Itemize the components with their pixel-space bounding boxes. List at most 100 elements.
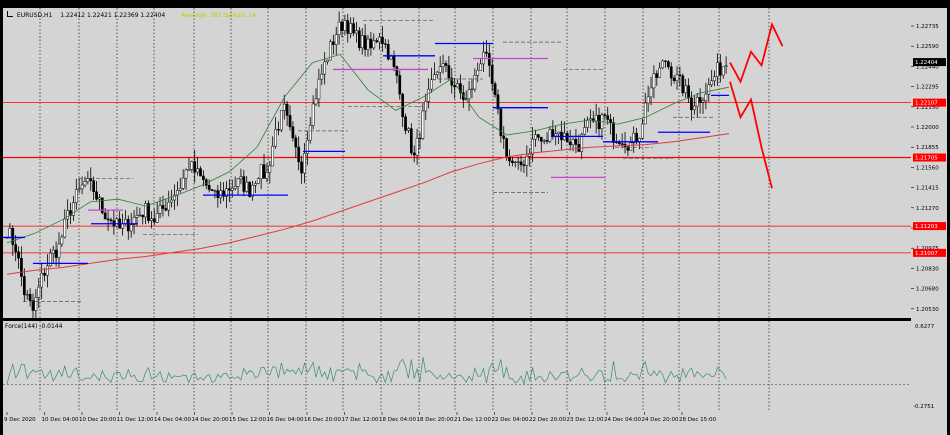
- candle-body: [236, 178, 240, 187]
- candle-body: [574, 138, 578, 145]
- candle-body: [554, 133, 558, 137]
- candle-body: [207, 185, 211, 190]
- candle-body: [537, 134, 540, 138]
- candle-body: [401, 93, 405, 117]
- candle-body: [98, 197, 101, 200]
- candle-body: [170, 199, 173, 203]
- candle-body: [57, 243, 61, 258]
- candle-body: [219, 190, 223, 198]
- candle-body: [69, 210, 72, 216]
- candle-body: [245, 181, 249, 192]
- candle-body: [262, 164, 266, 179]
- candle-body: [144, 203, 147, 218]
- candle-body: [632, 132, 636, 144]
- candle-body: [496, 94, 500, 110]
- candle-body: [447, 65, 451, 79]
- candle-body: [438, 66, 442, 73]
- time-tick-label: 16 Dec 20:00: [304, 417, 341, 423]
- candle-body: [620, 143, 624, 145]
- current-price-tag-bg: [913, 58, 946, 67]
- candle-body: [678, 74, 682, 77]
- candle-body: [415, 137, 419, 156]
- candle-body: [548, 129, 552, 142]
- candle-body: [150, 218, 153, 221]
- candle-body: [80, 184, 84, 190]
- candle-body: [522, 164, 526, 166]
- candle-body: [297, 146, 301, 163]
- candle-body: [282, 103, 286, 111]
- level-price-tag: 1.21007: [915, 251, 938, 257]
- candle-body: [346, 20, 350, 34]
- candle-body: [724, 65, 728, 68]
- candle-body: [228, 188, 231, 191]
- candle-body: [66, 210, 69, 220]
- candle-body: [635, 132, 638, 142]
- candle-body: [352, 23, 355, 34]
- candle-body: [490, 65, 494, 84]
- time-tick-label: 21 Dec 12:00: [454, 417, 491, 423]
- candle-body: [606, 115, 610, 120]
- candle-body: [424, 101, 428, 112]
- candle-body: [519, 161, 523, 166]
- candle-body: [713, 76, 716, 82]
- time-tick-label: 22 Dec 04:00: [492, 417, 529, 423]
- candle-body: [242, 176, 246, 192]
- candle-body: [649, 87, 653, 98]
- price-tick-label: 1.22440: [916, 64, 939, 70]
- candle-body: [271, 145, 275, 167]
- candle-body: [187, 169, 191, 171]
- candle-body: [435, 71, 439, 75]
- forecast-down-path: [729, 81, 773, 189]
- candle-body: [381, 36, 384, 44]
- candle-body: [473, 75, 477, 90]
- candle-body: [233, 186, 237, 189]
- candle-body: [516, 161, 520, 163]
- time-tick-label: 18 Dec 04:00: [379, 417, 416, 423]
- time-tick-label: 23 Dec 12:00: [567, 417, 604, 423]
- candle-body: [196, 168, 199, 173]
- level-price-tag: 1.21203: [915, 224, 938, 230]
- spread-info: Average: 383 Spread: 14: [181, 12, 256, 19]
- candle-body: [199, 168, 202, 177]
- candle-body: [383, 43, 387, 45]
- candle-body: [467, 89, 471, 100]
- candle-body: [103, 212, 107, 220]
- candle-body: [528, 153, 532, 157]
- time-tick-label: 10 Dec 20:00: [79, 417, 116, 423]
- time-axis[interactable]: 9 Dec 2020 10 Dec 04:00 10 Dec 20:00 11 Dec…: [3, 412, 947, 435]
- time-tick-label: 17 Dec 12:00: [342, 417, 379, 423]
- candle-body: [357, 30, 361, 48]
- candle-body: [363, 35, 367, 50]
- candle-body: [285, 103, 289, 116]
- candle-body: [551, 129, 555, 137]
- candle-body: [259, 164, 263, 180]
- level-price-tag-bg: [913, 222, 946, 231]
- candle-body: [594, 114, 598, 122]
- candle-body: [141, 214, 145, 218]
- candle-body: [202, 175, 205, 180]
- candle-body: [586, 119, 589, 128]
- candle-body: [453, 84, 456, 88]
- main-price-pane[interactable]: EURUSD,H1 1.22412 1.22421 1.22369 1.2240…: [3, 8, 911, 318]
- chart-header: EURUSD,H1 1.22412 1.22421 1.22369 1.2240…: [7, 11, 256, 19]
- candle-body: [308, 125, 312, 141]
- force-indicator-pane[interactable]: Force(144) -0.0144: [3, 321, 911, 412]
- price-axis[interactable]: 1.22735 1.22590 1.22440 1.22295 1.22150 1.220…: [911, 8, 947, 412]
- candle-body: [11, 228, 15, 245]
- candle-body: [46, 265, 49, 276]
- candle-body: [664, 60, 667, 62]
- candle-body: [499, 108, 503, 137]
- candle-body: [695, 97, 699, 107]
- current-price-tag: 1.22404: [915, 60, 938, 66]
- candle-body: [306, 139, 309, 154]
- candle-body: [129, 224, 133, 232]
- symbol-icon: [7, 11, 13, 17]
- candle-body: [667, 61, 670, 67]
- candle-body: [74, 189, 78, 203]
- candle-body: [86, 178, 90, 182]
- candle-body: [545, 140, 549, 142]
- force-chart-svg: [3, 321, 911, 412]
- candle-body: [568, 141, 572, 146]
- candle-body: [698, 97, 702, 103]
- time-tick-label: 15 Dec 12:00: [229, 417, 266, 423]
